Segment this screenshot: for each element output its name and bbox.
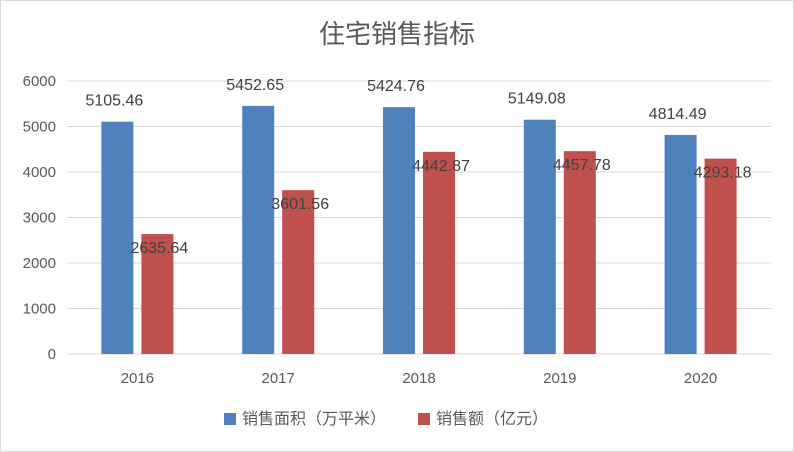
bar-area-2019 <box>523 119 556 354</box>
bar-area-2020 <box>664 134 697 354</box>
y-axis-ticks: 0 1000 2000 3000 4000 5000 6000 <box>23 73 56 363</box>
data-label: 4293.18 <box>694 165 752 182</box>
data-label: 2635.64 <box>130 240 188 257</box>
bar-sales-2020 <box>704 158 737 354</box>
data-label: 5452.65 <box>226 77 284 94</box>
data-label: 4814.49 <box>649 106 707 123</box>
x-tick-label: 2017 <box>262 370 295 387</box>
x-tick-label: 2018 <box>402 370 435 387</box>
legend-label: 销售面积（万平米） <box>242 409 386 428</box>
legend-swatch <box>224 413 236 425</box>
chart-title: 住宅销售指标 <box>319 20 475 50</box>
bar-sales-2016 <box>141 234 174 354</box>
x-axis-ticks: 2016 2017 2018 2019 2020 <box>121 370 718 387</box>
bar-sales-2018 <box>423 151 455 354</box>
x-tick-label: 2020 <box>684 370 717 387</box>
data-labels: 5105.46 2635.64 5452.65 3601.56 5424.76 4442.… <box>85 77 751 257</box>
bar-area-2017 <box>242 105 275 355</box>
y-tick-label: 3000 <box>23 210 56 227</box>
x-tick-label: 2019 <box>543 370 576 387</box>
legend-swatch <box>418 413 430 425</box>
y-tick-label: 4000 <box>23 164 56 181</box>
gridlines <box>67 80 771 355</box>
legend-label: 销售额（亿元） <box>436 409 548 428</box>
bar-area-2018 <box>383 107 415 354</box>
bar-sales-2019 <box>563 151 596 354</box>
bars <box>101 105 737 355</box>
legend: 销售面积（万平米） 销售额（亿元） <box>224 409 548 428</box>
data-label: 5149.08 <box>508 91 566 108</box>
bar-sales-2017 <box>282 190 315 354</box>
data-label: 5424.76 <box>367 78 425 95</box>
data-label: 3601.56 <box>271 196 329 213</box>
bar-area-2016 <box>101 121 134 354</box>
data-label: 4457.78 <box>553 157 611 174</box>
data-label: 4442.87 <box>412 158 470 175</box>
y-tick-label: 2000 <box>23 255 56 272</box>
y-tick-label: 5000 <box>23 119 56 136</box>
x-tick-label: 2016 <box>121 370 154 387</box>
y-tick-label: 0 <box>48 346 56 363</box>
y-tick-label: 6000 <box>23 73 56 90</box>
y-tick-label: 1000 <box>23 301 56 318</box>
data-label: 5105.46 <box>85 93 143 110</box>
